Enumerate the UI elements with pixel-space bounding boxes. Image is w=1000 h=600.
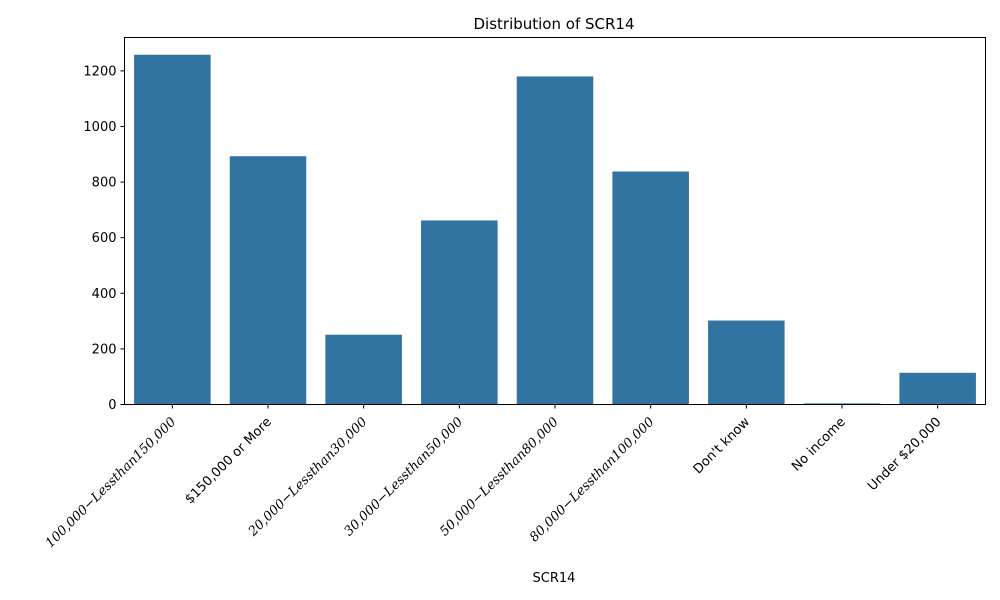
- y-axis: 0 200 400 600 800 1000 1200: [83, 64, 125, 413]
- y-tick-label: 200: [92, 342, 117, 357]
- y-tick-label: 400: [92, 287, 117, 302]
- bar: [421, 220, 498, 405]
- y-tick-label: 1000: [83, 120, 116, 135]
- x-axis: 100,000−Lessthan150,000 $150,000 or More2…: [43, 404, 944, 551]
- x-tick-label: No income: [789, 415, 849, 475]
- bar: [516, 76, 594, 405]
- chart-title: Distribution of SCR14: [473, 15, 634, 33]
- x-axis-label: SCR14: [533, 571, 576, 586]
- plot-frame: [124, 37, 986, 405]
- y-tick-label: 600: [92, 231, 117, 246]
- x-tick-label: Under $20,000: [865, 415, 944, 494]
- y-tick-label: 1200: [83, 64, 116, 79]
- bar: [134, 54, 211, 405]
- bars-layer: [134, 54, 976, 405]
- bar: [899, 372, 976, 405]
- bar: [612, 171, 689, 405]
- bar: [229, 156, 307, 405]
- y-tick-label: 0: [108, 398, 116, 413]
- bar: [325, 334, 402, 405]
- bar: [708, 320, 785, 405]
- x-tick-label: 100,000−Lessthan150,000: [43, 415, 179, 551]
- x-tick-label: Don't know: [691, 414, 754, 477]
- x-tick-label: $150,000 or More: [182, 415, 275, 508]
- y-tick-label: 800: [92, 176, 117, 191]
- bar: [803, 403, 881, 405]
